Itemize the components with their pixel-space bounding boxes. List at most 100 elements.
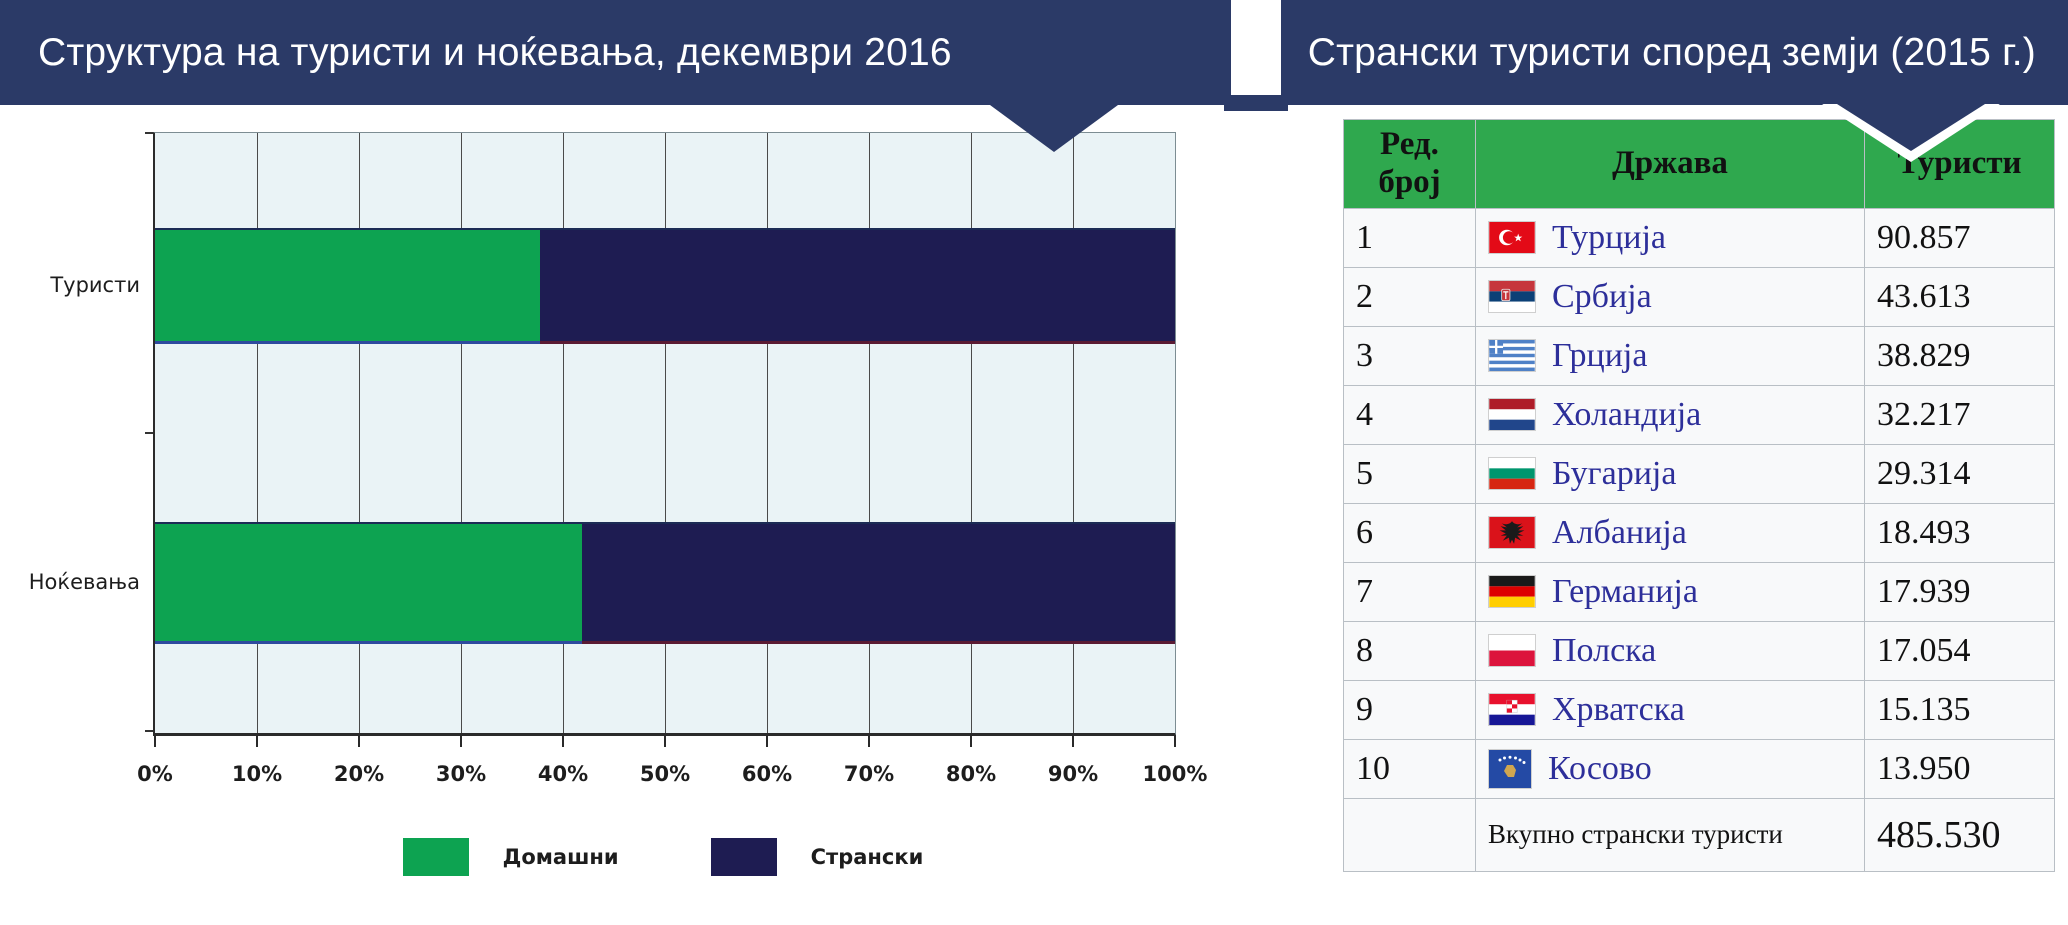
gridline [971,133,972,733]
country-cell: Турција [1488,209,1864,267]
x-tick-label: 70% [843,762,895,786]
country-link[interactable]: Грција [1552,336,1648,374]
x-tick-label: 60% [741,762,793,786]
y-axis-tick [145,432,153,434]
x-tick-label: 30% [435,762,487,786]
x-axis-tickmark [868,735,870,747]
gridline [767,133,768,733]
country-cell: Полска [1488,622,1864,680]
legend-swatch-domestic [402,838,469,876]
x-axis-tickmark [970,735,972,747]
legend-label-domestic: Домашни [502,845,619,869]
gridline [257,133,258,733]
category-label-nights: Ноќевања [28,570,140,594]
bar-tourists-foreign-segment [539,228,1175,344]
rank-cell: 5 [1343,443,1476,504]
country-cell: Холандија [1488,386,1864,444]
column-header-rank: Ред. број [1343,119,1476,209]
country-link[interactable]: Холандија [1552,395,1702,433]
rank-cell: 4 [1343,384,1476,445]
table-row: 6 Албанија 18.493 [1343,502,2055,563]
gridline [665,133,666,733]
bar-nights-foreign-segment [582,522,1175,644]
table-row: 7 Германија 17.939 [1343,561,2055,622]
x-tick-label: 20% [333,762,385,786]
table-row: 1 Турција 90.857 [1343,207,2055,268]
chart-callout-pointer-icon [990,105,1118,152]
gridline [1073,133,1074,733]
country-link[interactable]: Турција [1552,218,1667,256]
category-label-tourists: Туристи [50,273,140,297]
country-cell: Бугарија [1488,445,1864,503]
x-axis-tickmark [664,735,666,747]
x-axis-tickmark [256,735,258,747]
total-rank-cell-empty [1343,797,1476,872]
rank-cell: 2 [1343,266,1476,327]
legend-item-foreign: Странски [710,838,923,876]
table-row: 3 Грција 38.829 [1343,325,2055,386]
flag-icon-croatia [1488,693,1536,727]
rank-cell: 8 [1343,620,1476,681]
tourist-count-cell: 38.829 [1864,325,2055,386]
rank-cell: 1 [1343,207,1476,268]
country-cell: Грција [1488,327,1864,385]
table-row: 2 Србија 43.613 [1343,266,2055,327]
country-cell: Германија [1488,563,1864,621]
country-link[interactable]: Косово [1548,749,1652,787]
table-row: 10 Косово 13.950 [1343,738,2055,799]
header-divider-underline [1224,95,1288,111]
x-tick-label: 80% [945,762,997,786]
x-axis-tickmarks [154,735,1176,749]
country-link[interactable]: Полска [1552,631,1657,669]
column-header-country: Држава [1475,119,1865,209]
header-divider [1231,0,1281,95]
x-axis-tickmark [766,735,768,747]
tourist-count-cell: 18.493 [1864,502,2055,563]
bar-tourists-domestic-segment [155,228,540,344]
bar-nights-domestic-segment [155,522,583,644]
flag-icon-turkey [1488,221,1536,255]
flag-icon-greece [1488,339,1536,373]
bar-nights [155,522,1175,644]
gridline [461,133,462,733]
x-tick-label: 90% [1047,762,1099,786]
x-tick-label: 0% [137,762,173,786]
tourist-count-cell: 29.314 [1864,443,2055,504]
y-axis-tick [145,132,153,134]
country-link[interactable]: Србија [1552,277,1652,315]
tourist-count-cell: 17.939 [1864,561,2055,622]
x-axis-tickmark [1072,735,1074,747]
gridline [563,133,564,733]
legend-item-domestic: Домашни [402,838,619,876]
gridline [869,133,870,733]
tourists-by-country-table: Ред. број Држава Туристи 1 Турција 90.85… [1343,119,2055,872]
table-panel-title: Странски туристи според земји (2015 г.) [1307,30,2036,74]
rank-cell: 3 [1343,325,1476,386]
gridline [359,133,360,733]
legend: Домашни Странски [153,838,1173,876]
flag-icon-netherlands [1488,398,1536,432]
header-band: Структура на туристи и ноќевања, декемвр… [0,0,2068,111]
country-cell: Хрватска [1488,681,1864,739]
country-link[interactable]: Албанија [1552,513,1687,551]
country-link[interactable]: Хрватска [1552,690,1685,728]
country-cell: Србија [1488,268,1864,326]
table-row: 4 Холандија 32.217 [1343,384,2055,445]
country-link[interactable]: Германија [1552,572,1698,610]
rank-cell: 6 [1343,502,1476,563]
tourist-count-cell: 15.135 [1864,679,2055,740]
x-axis-tickmark [1174,735,1176,747]
country-cell: Албанија [1488,504,1864,562]
chart-plot-area [145,132,1176,736]
total-label: Вкупно странски туристи [1475,797,1865,872]
total-row: Вкупно странски туристи 485.530 [1343,797,2055,872]
country-link[interactable]: Бугарија [1552,454,1677,492]
x-tick-label: 10% [231,762,283,786]
x-axis-tickmark [154,735,156,747]
x-axis-tickmark [358,735,360,747]
total-value: 485.530 [1864,797,2055,872]
x-tick-label: 40% [537,762,589,786]
bar-tourists [155,228,1175,344]
table-callout-pointer-icon [1822,104,2000,162]
flag-icon-bulgaria [1488,457,1536,491]
